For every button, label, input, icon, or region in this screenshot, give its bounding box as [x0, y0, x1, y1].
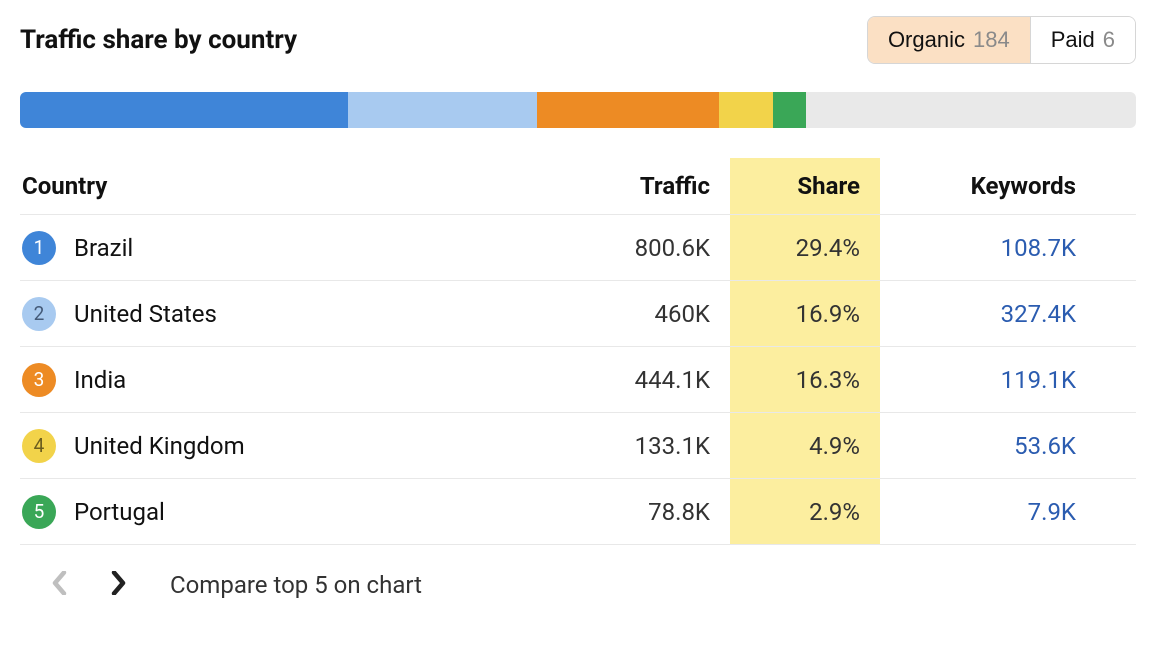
share-bar-chart [20, 92, 1136, 128]
country-table: Country Traffic Share Keywords 1 Brazil 80… [20, 158, 1136, 544]
country-name[interactable]: Brazil [74, 234, 133, 262]
table-row: 5 Portugal 78.8K2.9%7.9K [20, 478, 1136, 544]
rank-badge: 4 [22, 429, 56, 463]
country-cell: 1 Brazil [20, 231, 440, 265]
col-header-traffic[interactable]: Traffic [440, 172, 730, 200]
nav-arrows [48, 567, 130, 602]
table-row: 1 Brazil 800.6K29.4%108.7K [20, 214, 1136, 280]
organic-toggle[interactable]: Organic 184 [868, 17, 1030, 63]
country-name[interactable]: United States [74, 300, 217, 328]
share-cell: 16.3% [730, 366, 880, 394]
share-bar-segment [773, 92, 805, 128]
share-cell: 29.4% [730, 234, 880, 262]
country-cell: 4 United Kingdom [20, 429, 440, 463]
organic-count: 184 [973, 27, 1010, 53]
keywords-cell[interactable]: 53.6K [880, 432, 1136, 460]
country-cell: 5 Portugal [20, 495, 440, 529]
country-name[interactable]: India [74, 366, 126, 394]
traffic-cell: 78.8K [440, 498, 730, 526]
table-row: 3 India 444.1K16.3%119.1K [20, 346, 1136, 412]
table-row: 2 United States 460K16.9%327.4K [20, 280, 1136, 346]
table-row: 4 United Kingdom 133.1K4.9%53.6K [20, 412, 1136, 478]
prev-button[interactable] [48, 567, 71, 602]
share-cell: 4.9% [730, 432, 880, 460]
share-cell: 16.9% [730, 300, 880, 328]
compare-label[interactable]: Compare top 5 on chart [170, 571, 422, 599]
organic-label: Organic [888, 27, 965, 53]
paid-count: 6 [1103, 27, 1115, 53]
keywords-cell[interactable]: 327.4K [880, 300, 1136, 328]
chevron-left-icon [52, 571, 67, 595]
col-header-keywords[interactable]: Keywords [880, 172, 1136, 200]
country-cell: 3 India [20, 363, 440, 397]
col-header-country[interactable]: Country [20, 172, 440, 200]
header-row: Traffic share by country Organic 184 Pai… [20, 16, 1136, 64]
rank-badge: 3 [22, 363, 56, 397]
keywords-cell[interactable]: 108.7K [880, 234, 1136, 262]
traffic-cell: 460K [440, 300, 730, 328]
paid-toggle[interactable]: Paid 6 [1030, 17, 1135, 63]
footer-row: Compare top 5 on chart [20, 544, 1136, 602]
country-cell: 2 United States [20, 297, 440, 331]
share-bar-segment [719, 92, 774, 128]
country-name[interactable]: United Kingdom [74, 432, 245, 460]
next-button[interactable] [107, 567, 130, 602]
share-cell: 2.9% [730, 498, 880, 526]
share-bar-segment [348, 92, 537, 128]
country-name[interactable]: Portugal [74, 498, 165, 526]
rank-badge: 2 [22, 297, 56, 331]
traffic-cell: 444.1K [440, 366, 730, 394]
keywords-cell[interactable]: 119.1K [880, 366, 1136, 394]
table-header: Country Traffic Share Keywords [20, 158, 1136, 214]
rank-badge: 1 [22, 231, 56, 265]
col-header-share[interactable]: Share [730, 172, 880, 200]
share-bar-segment [20, 92, 348, 128]
paid-label: Paid [1051, 27, 1095, 53]
rank-badge: 5 [22, 495, 56, 529]
page-title: Traffic share by country [20, 25, 297, 55]
share-bar-segment [806, 92, 1136, 128]
traffic-cell: 800.6K [440, 234, 730, 262]
chevron-right-icon [111, 571, 126, 595]
traffic-cell: 133.1K [440, 432, 730, 460]
share-bar-segment [537, 92, 719, 128]
traffic-type-toggle: Organic 184 Paid 6 [867, 16, 1136, 64]
keywords-cell[interactable]: 7.9K [880, 498, 1136, 526]
